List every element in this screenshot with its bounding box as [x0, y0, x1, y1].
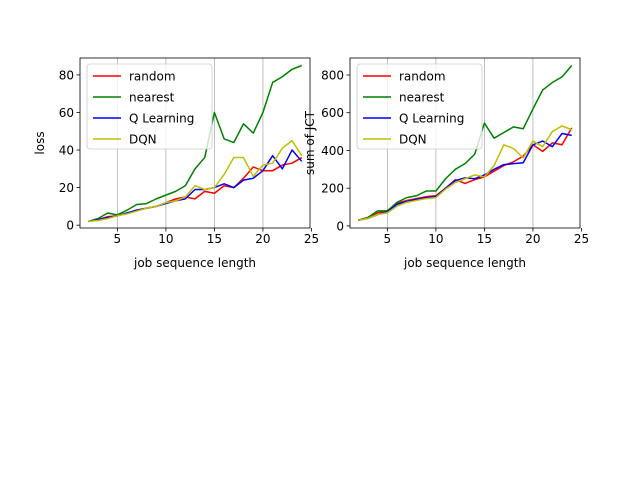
legend-label-nearest: nearest: [129, 91, 175, 105]
x-tick-label: 5: [384, 232, 392, 246]
x-tick-label: 25: [304, 232, 319, 246]
left-subplot: 5 10 15 20 25 0 20 40 60 80 job sequence length los…: [33, 57, 319, 270]
legend-label-dqn: DQN: [399, 133, 427, 147]
y-tick-label: 20: [59, 181, 74, 195]
legend-label-random: random: [399, 70, 446, 84]
y-tick-label: 60: [59, 106, 74, 120]
y-tick-label: 600: [321, 106, 344, 120]
legend-label-nearest: nearest: [399, 91, 445, 105]
axes-frame: [79, 57, 311, 229]
y-axis-label: loss: [33, 131, 47, 154]
y-tick-label: 40: [59, 144, 74, 158]
legend-box: [356, 63, 483, 150]
y-tick-label: 0: [66, 219, 74, 233]
x-axis-label: job sequence length: [403, 256, 526, 270]
x-tick-label: 10: [158, 232, 173, 246]
legend-label-random: random: [129, 70, 176, 84]
series-line-nearest: [88, 64, 303, 223]
series-line-nearest: [358, 65, 573, 221]
right-subplot: 5 10 15 20 25 0 200 400 600 800 job sequence lengt…: [303, 57, 589, 270]
legend-label-dqn: DQN: [129, 133, 157, 147]
axes-frame: [349, 57, 581, 229]
x-tick-label: 15: [207, 232, 222, 246]
legend-box: [86, 63, 213, 150]
x-tick-label: 10: [428, 232, 443, 246]
x-tick-label: 20: [255, 232, 270, 246]
series-line-dqn: [88, 139, 303, 223]
x-tick-label: 5: [114, 232, 122, 246]
y-tick-label: 800: [321, 68, 344, 82]
legend-label-q-learning: Q Learning: [399, 112, 464, 126]
y-tick-label: 0: [336, 219, 344, 233]
x-axis-label: job sequence length: [133, 256, 256, 270]
x-tick-label: 25: [574, 232, 589, 246]
legend: random nearest Q Learning DQN: [86, 63, 213, 150]
x-tick-label: 20: [525, 232, 540, 246]
y-axis-label: sum of JCT: [303, 110, 317, 175]
legend-label-q-learning: Q Learning: [129, 112, 194, 126]
x-tick-label: 15: [477, 232, 492, 246]
y-tick-label: 80: [59, 68, 74, 82]
legend: random nearest Q Learning DQN: [356, 63, 483, 150]
series-line-dqn: [358, 125, 573, 221]
y-tick-label: 200: [321, 182, 344, 196]
y-tick-label: 400: [321, 144, 344, 158]
